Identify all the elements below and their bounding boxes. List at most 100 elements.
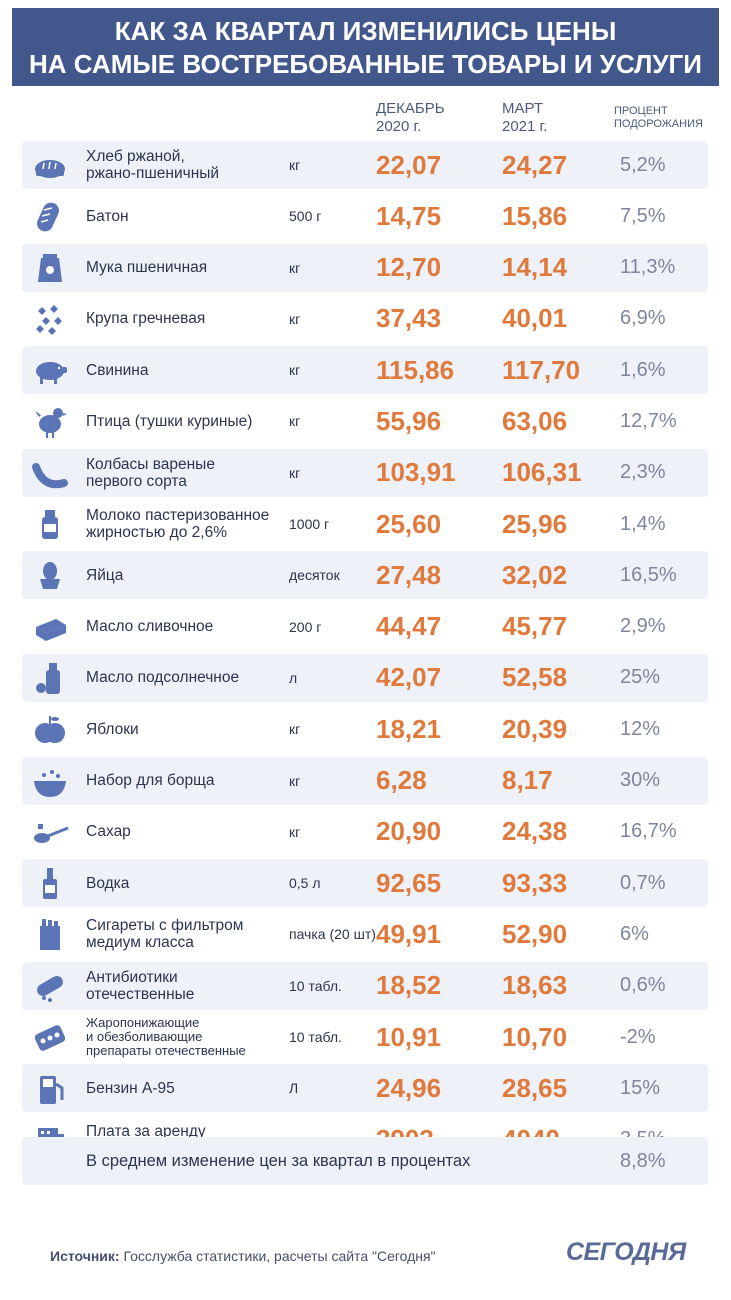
soup-bowl-icon [30,763,70,799]
row-price-march: 24,27 [502,149,568,180]
row-price-december: 20,90 [376,816,442,847]
row-price-march: 117,70 [502,354,581,385]
row-percent: 2,9% [620,615,666,638]
row-price-december: 92,65 [376,867,442,898]
row-name: Птица (тушки куриные) [86,412,253,430]
butter-icon [30,609,70,645]
row-unit: Л [289,1080,299,1097]
row-percent: 7,5% [620,204,666,227]
row-unit: десяток [289,567,340,584]
row-percent: 1,6% [620,358,666,381]
row-name: Крупа гречневая [86,310,206,328]
row-price-march: 28,65 [502,1072,568,1103]
row-unit: кг [289,310,301,327]
row-price-december: 24,96 [376,1072,442,1103]
row-percent: 1,4% [620,512,666,535]
row-name: Водка [86,874,130,892]
row-unit: 200 г [289,618,322,635]
row-unit: кг [289,157,301,173]
row-name: Сигареты с фильтром медиум класса [86,917,244,952]
row-percent: 6,9% [620,307,666,330]
row-price-december: 12,70 [376,252,442,283]
row-name: Антибиотики отечественные [86,968,195,1003]
baguette-icon [30,198,70,234]
row-name: Масло подсолнечное [86,669,240,687]
title-line-1: КАК ЗА КВАРТАЛ ИЗМЕНИЛИСЬ ЦЕНЫ [114,16,617,46]
row-price-december: 55,96 [376,405,442,436]
row-price-march: 52,90 [502,918,568,949]
row-percent: 12% [620,717,661,740]
row-price-december: 49,91 [376,918,442,949]
bread-icon [30,147,70,183]
table-row: Птица (тушки куриные) кг 55,96 63,06 12,7% [22,397,708,445]
col-march: МАРТ 2021 г. [502,100,548,135]
row-percent: 25% [620,666,661,689]
pill-blister-icon [30,1019,70,1055]
row-price-december: 115,86 [376,354,455,385]
table-row: Крупа гречневая кг 37,43 40,01 6,9% [22,295,708,343]
row-unit: кг [289,721,301,738]
row-price-march: 14,14 [502,252,568,283]
sugar-spoon-icon [30,814,70,850]
row-price-march: 25,96 [502,508,568,539]
row-name: Сахар [86,823,131,841]
table-row: Бензин А-95 Л 24,96 28,65 15% [22,1064,708,1113]
row-name: Мука пшеничная [86,259,208,277]
row-price-december: 103,91 [376,457,456,488]
infographic-title: КАК ЗА КВАРТАЛ ИЗМЕНИЛИСЬ ЦЕНЫ НА САМЫЕ … [12,8,719,86]
table-row: Яйца десяток 27,48 32,02 16,5% [22,551,708,600]
capsule-icon [30,968,70,1004]
table-row: Набор для борща кг 6,28 8,17 30% [22,756,708,805]
table-row: Масло сливочное 200 г 44,47 45,77 2,9% [22,603,708,651]
row-price-march: 20,39 [502,713,568,744]
row-percent: 5,2% [620,153,666,176]
table-row: Свинина кг 115,86 117,70 1,6% [22,346,708,395]
row-name: Яйца [86,566,124,584]
row-unit: л [289,669,298,686]
row-percent: 0,7% [620,871,666,894]
oil-bottle-icon [30,660,70,696]
row-price-march: 32,02 [502,559,568,590]
source-note: Источник: Госслужба статистики, расчеты … [50,1248,436,1264]
table-row: Хлеб ржаной, ржано-пшеничный кг 22,07 24,27… [22,141,708,189]
row-price-march: 18,63 [502,970,568,1001]
row-percent: 2,3% [620,461,666,484]
row-name: Хлеб ржаной, ржано-пшеничный [86,148,220,182]
row-name: Жаропонижающие и обезболивающие препарат… [86,1015,246,1059]
row-price-december: 22,07 [376,149,442,180]
row-unit: кг [289,413,301,430]
row-percent: -2% [620,1025,656,1048]
table-row: Колбасы вареные первого сорта кг 103,91 106… [22,448,708,497]
row-unit: кг [289,823,301,840]
row-price-december: 44,47 [376,611,442,642]
row-price-december: 42,07 [376,662,442,693]
fuel-pump-icon [30,1070,70,1106]
flour-sack-icon [30,250,70,286]
row-unit: 1000 г [289,516,330,533]
table-row: Антибиотики отечественные 10 табл. 18,52 18… [22,961,708,1010]
cigarettes-icon [30,916,70,952]
title-line-2: НА САМЫЕ ВОСТРЕБОВАННЫЕ ТОВАРЫ И УСЛУГИ [29,49,702,79]
table-row: Яблоки кг 18,21 20,39 12% [22,705,708,753]
row-price-march: 52,58 [502,662,568,693]
egg-icon [30,557,70,593]
grain-icon [30,301,70,337]
row-price-december: 14,75 [376,200,442,231]
row-name: Яблоки [86,720,139,738]
average-value: 8,8% [620,1149,666,1172]
row-price-december: 10,91 [376,1021,442,1052]
brand-logo: СЕГОДНЯ [566,1238,686,1266]
row-unit: 10 табл. [289,977,342,994]
row-unit: кг [289,464,301,481]
source-label: Источник: [50,1248,120,1264]
row-name: Масло сливочное [86,618,214,636]
row-name: Батон [86,207,129,225]
row-price-december: 37,43 [376,303,442,334]
table-row: Жаропонижающие и обезболивающие препарат… [22,1013,708,1061]
row-price-march: 8,17 [502,765,553,796]
row-price-december: 27,48 [376,559,442,590]
table-row: Батон 500 г 14,75 15,86 7,5% [22,192,708,240]
row-unit: кг [289,259,301,276]
pig-icon [30,352,70,388]
row-percent: 16,7% [620,820,677,843]
